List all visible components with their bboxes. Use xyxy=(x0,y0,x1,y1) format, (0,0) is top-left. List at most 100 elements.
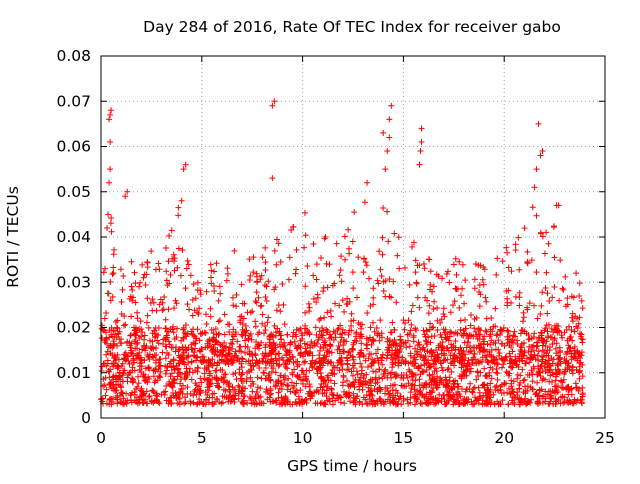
data-point xyxy=(385,388,392,395)
data-point xyxy=(423,360,430,367)
data-point xyxy=(295,395,302,402)
data-point xyxy=(103,400,110,407)
data-point xyxy=(114,362,121,369)
data-point xyxy=(130,357,137,364)
data-point xyxy=(494,370,501,377)
data-point xyxy=(362,357,369,364)
data-point xyxy=(138,356,145,363)
data-point xyxy=(281,377,288,384)
data-point xyxy=(434,317,441,324)
data-point xyxy=(184,330,191,337)
data-point xyxy=(337,322,344,329)
data-point xyxy=(487,341,494,348)
data-point xyxy=(389,319,396,326)
data-point xyxy=(363,335,370,342)
data-point xyxy=(182,394,189,401)
data-point xyxy=(556,355,563,362)
data-point xyxy=(326,261,333,268)
data-point xyxy=(475,331,482,338)
data-point xyxy=(573,384,580,391)
data-point xyxy=(517,379,524,386)
data-point xyxy=(268,345,275,352)
data-point xyxy=(132,327,139,334)
data-point xyxy=(160,306,167,313)
data-point xyxy=(111,355,118,362)
data-point xyxy=(131,330,138,337)
data-point xyxy=(277,372,284,379)
data-point xyxy=(145,393,152,400)
data-point xyxy=(495,337,502,344)
data-point xyxy=(119,286,126,293)
data-point xyxy=(192,380,199,387)
data-point xyxy=(484,341,491,348)
data-point xyxy=(325,377,332,384)
data-point xyxy=(480,392,487,399)
data-point xyxy=(157,362,164,369)
data-point xyxy=(165,400,172,407)
data-point xyxy=(344,295,351,302)
data-point xyxy=(522,395,529,402)
data-point xyxy=(112,319,119,326)
data-point xyxy=(180,326,187,333)
data-point xyxy=(370,337,377,344)
data-point xyxy=(253,299,260,306)
data-point xyxy=(418,138,425,145)
data-point xyxy=(212,325,219,332)
data-point xyxy=(363,345,370,352)
data-point xyxy=(207,313,214,320)
data-point xyxy=(358,363,365,370)
data-point xyxy=(294,372,301,379)
data-point xyxy=(224,265,231,272)
data-point xyxy=(491,400,498,407)
data-point xyxy=(265,278,272,285)
data-point xyxy=(326,335,333,342)
data-point xyxy=(129,389,136,396)
data-point xyxy=(126,361,133,368)
data-point xyxy=(352,395,359,402)
data-point xyxy=(253,401,260,408)
data-point xyxy=(154,337,161,344)
data-point xyxy=(222,371,229,378)
data-point xyxy=(98,334,105,341)
data-point xyxy=(438,316,445,323)
data-point xyxy=(538,337,545,344)
data-point xyxy=(368,362,375,369)
data-point xyxy=(525,336,532,343)
data-point xyxy=(469,388,476,395)
data-point xyxy=(412,269,419,276)
data-point xyxy=(479,401,486,408)
data-point xyxy=(514,375,521,382)
data-point xyxy=(225,381,232,388)
data-point xyxy=(259,254,266,261)
data-point xyxy=(388,351,395,358)
data-point xyxy=(169,379,176,386)
data-point xyxy=(299,332,306,339)
data-point xyxy=(399,354,406,361)
data-point xyxy=(357,379,364,386)
data-point xyxy=(174,373,181,380)
data-point xyxy=(406,343,413,350)
data-point xyxy=(536,399,543,406)
data-point xyxy=(277,258,284,265)
data-point xyxy=(528,396,535,403)
data-point xyxy=(191,349,198,356)
data-point xyxy=(167,394,174,401)
data-point xyxy=(213,260,220,267)
data-point xyxy=(355,254,362,261)
data-point xyxy=(471,325,478,332)
data-point xyxy=(550,329,557,336)
data-point xyxy=(155,399,162,406)
data-point xyxy=(449,393,456,400)
data-point xyxy=(534,379,541,386)
data-point xyxy=(528,257,535,264)
data-point xyxy=(449,355,456,362)
data-points xyxy=(98,98,586,408)
data-point xyxy=(434,327,441,334)
data-point xyxy=(302,345,309,352)
data-point xyxy=(284,348,291,355)
data-point xyxy=(547,334,554,341)
data-point xyxy=(159,299,166,306)
data-point xyxy=(560,400,567,407)
data-point xyxy=(380,129,387,136)
data-point xyxy=(514,361,521,368)
